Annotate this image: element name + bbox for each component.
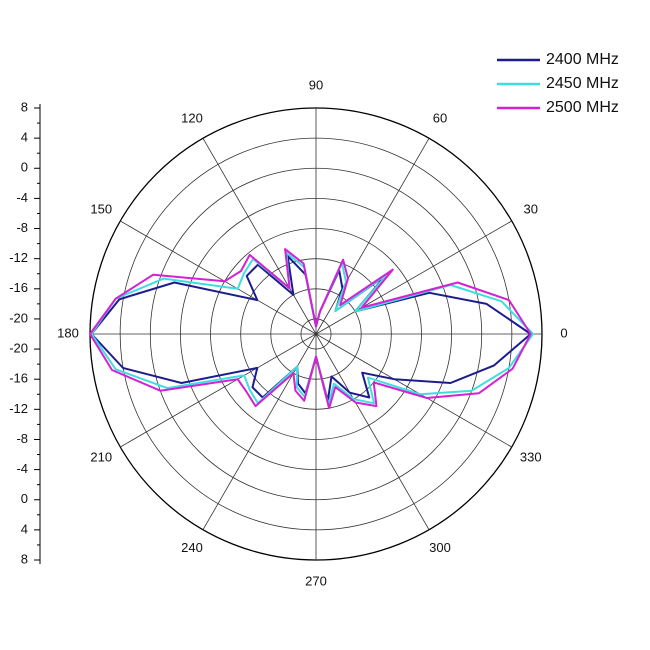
- axis-tick-label: -20: [9, 341, 28, 356]
- angle-tick-label: 210: [90, 449, 112, 464]
- series-line: [89, 248, 532, 410]
- angle-tick-label: 30: [524, 201, 538, 216]
- angle-tick-label: 120: [181, 111, 203, 126]
- radial-axis: -20 -20 -16 -16 -12 -12 -8 -8 -4 -4 0 0 4 4 8 8: [9, 99, 41, 566]
- angle-tick-label: 270: [305, 573, 327, 588]
- axis-tick-label: -4: [16, 461, 28, 476]
- axis-tick-label: 4: [21, 521, 28, 536]
- axis-tick-label: 8: [21, 551, 28, 566]
- angle-tick-label: 60: [433, 111, 447, 126]
- grid-spoke: [315, 138, 430, 335]
- grid-spoke: [120, 220, 317, 335]
- plot-area: [89, 248, 534, 410]
- angle-tick-label: 180: [57, 325, 79, 340]
- angle-tick-label: 150: [90, 201, 112, 216]
- axis-tick-label: -16: [9, 371, 28, 386]
- angle-tick-label: 330: [520, 449, 542, 464]
- grid-spoke: [120, 333, 317, 448]
- axis-tick-label: 4: [21, 130, 28, 145]
- grid-spoke: [315, 333, 430, 530]
- axis-tick-label: -8: [16, 220, 28, 235]
- axis-tick-label: -8: [16, 431, 28, 446]
- axis-tick-label: -12: [9, 250, 28, 265]
- angle-tick-label: 300: [429, 540, 451, 555]
- grid-spoke: [202, 138, 317, 335]
- angle-tick-label: 240: [181, 540, 203, 555]
- legend-label: 2500 MHz: [546, 99, 619, 116]
- legend-label: 2400 MHz: [546, 51, 619, 68]
- grid-spoke: [315, 333, 512, 448]
- axis-tick-label: 8: [21, 99, 28, 114]
- axis-tick-label: -12: [9, 401, 28, 416]
- grid: 0 30 60 90 120 150 180 210 240 270 300 330: [57, 77, 567, 588]
- angle-tick-label: 0: [560, 325, 567, 340]
- grid-spoke: [202, 333, 317, 530]
- legend-label: 2450 MHz: [546, 75, 619, 92]
- grid-spoke: [315, 220, 512, 335]
- axis-tick-label: -16: [9, 280, 28, 295]
- axis-tick-label: 0: [21, 160, 28, 175]
- axis-tick-label: -20: [9, 310, 28, 325]
- legend: 2400 MHz 2450 MHz 2500 MHz: [497, 51, 619, 116]
- angle-tick-label: 90: [309, 77, 323, 92]
- axis-tick-label: -4: [16, 190, 28, 205]
- axis-tick-label: 0: [21, 491, 28, 506]
